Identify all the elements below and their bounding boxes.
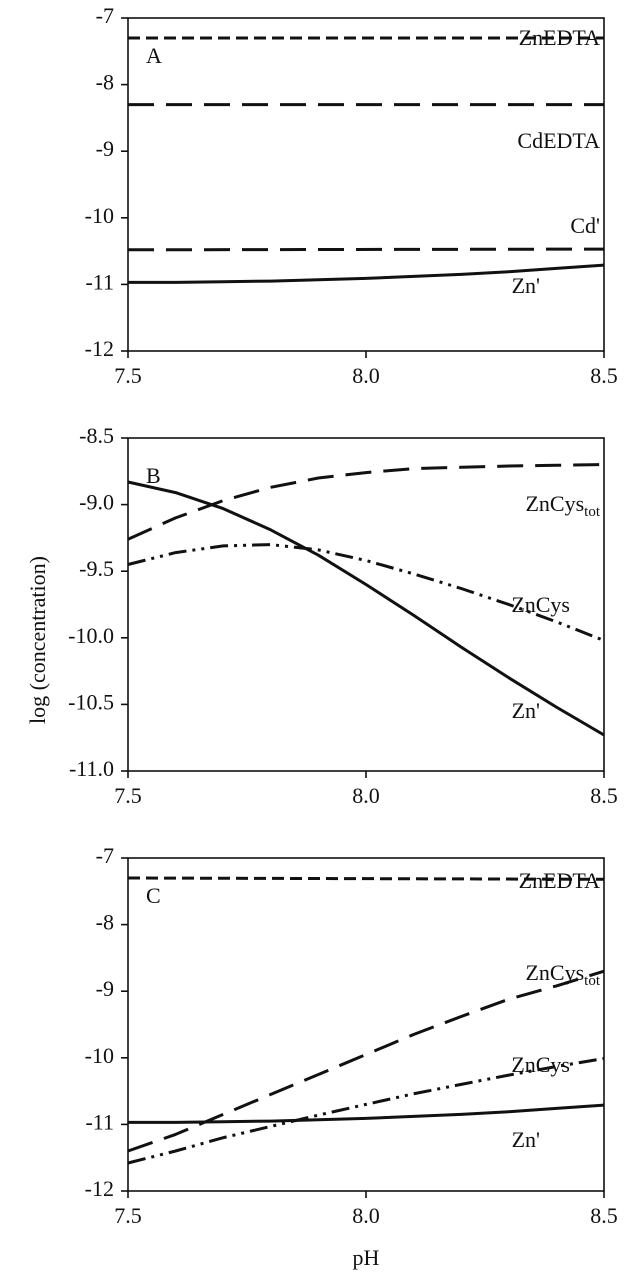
x-tick-label: 7.5 xyxy=(114,1203,142,1228)
series-line xyxy=(127,876,605,881)
panel-a: -7 -8 -9 -10 -11 -127.5 8.0 8.5 A ZnEDTA CdEDTA Cd'… xyxy=(85,3,618,388)
series-line xyxy=(127,480,605,737)
series-label: ZnCystot xyxy=(525,491,600,520)
y-tick-label: -7 xyxy=(96,843,114,868)
series-label: Zn' xyxy=(512,273,540,298)
panel-c: -7-8-9-10-11-127.5 8.0 8.5CZnEDTAZnCystotZ… xyxy=(85,843,618,1228)
series-label: Zn' xyxy=(512,1127,540,1152)
y-tick-label: -8.5 xyxy=(79,423,114,448)
x-axis-title: pH xyxy=(353,1245,380,1270)
x-tick-label: 8.5 xyxy=(590,783,618,808)
series-label: ZnEDTA xyxy=(519,868,600,893)
y-tick-label: -10.0 xyxy=(68,623,114,648)
x-tick-label: 8.0 xyxy=(352,1203,380,1228)
y-tick-label: -12 xyxy=(85,336,114,361)
series-line xyxy=(128,263,605,284)
y-tick-label: -9.0 xyxy=(79,490,114,515)
x-tick-label: 7.5 xyxy=(114,363,142,388)
series-label: CdEDTA xyxy=(517,128,600,153)
y-tick-label: -12 xyxy=(85,1176,114,1201)
series-label: ZnCys xyxy=(511,1052,570,1077)
series-label: ZnCystot xyxy=(525,960,600,989)
y-tick-label: -9.5 xyxy=(79,556,114,581)
y-tick-label: -8 xyxy=(96,910,114,935)
panel-letter: A xyxy=(146,43,162,68)
panel-letter: B xyxy=(146,463,161,488)
y-tick-label: -11.0 xyxy=(69,756,114,781)
y-tick-label: -7 xyxy=(96,3,114,28)
panel-b: -8.5 -9.0 -9.5 -10.0 -10.5 -11.07.5 8.0 8.5 B ZnC… xyxy=(68,423,618,808)
x-tick-label: 8.0 xyxy=(352,783,380,808)
series-line xyxy=(127,1057,605,1165)
x-tick-label: 7.5 xyxy=(114,783,142,808)
panel-letter: C xyxy=(146,883,161,908)
series-label-subscript: tot xyxy=(584,504,601,520)
y-tick-label: -11 xyxy=(85,269,114,294)
y-tick-label: -10.5 xyxy=(68,689,114,714)
y-axis-title: log (concentration) xyxy=(25,556,50,724)
series-label: ZnCys xyxy=(511,592,570,617)
series-line xyxy=(127,463,605,541)
series-label: Zn' xyxy=(512,698,540,723)
series-line xyxy=(128,1103,605,1124)
series-label-subscript: tot xyxy=(584,973,601,989)
x-tick-label: 8.5 xyxy=(590,363,618,388)
y-tick-label: -9 xyxy=(96,136,114,161)
x-tick-label: 8.5 xyxy=(590,1203,618,1228)
y-tick-label: -10 xyxy=(85,203,114,228)
series-line xyxy=(127,247,605,252)
plot-frame xyxy=(127,17,605,352)
series-label: ZnEDTA xyxy=(519,25,600,50)
y-tick-label: -9 xyxy=(96,976,114,1001)
y-tick-label: -10 xyxy=(85,1043,114,1068)
series-label: Cd' xyxy=(570,213,600,238)
y-tick-label: -11 xyxy=(85,1109,114,1134)
y-tick-label: -8 xyxy=(96,70,114,95)
x-tick-label: 8.0 xyxy=(352,363,380,388)
